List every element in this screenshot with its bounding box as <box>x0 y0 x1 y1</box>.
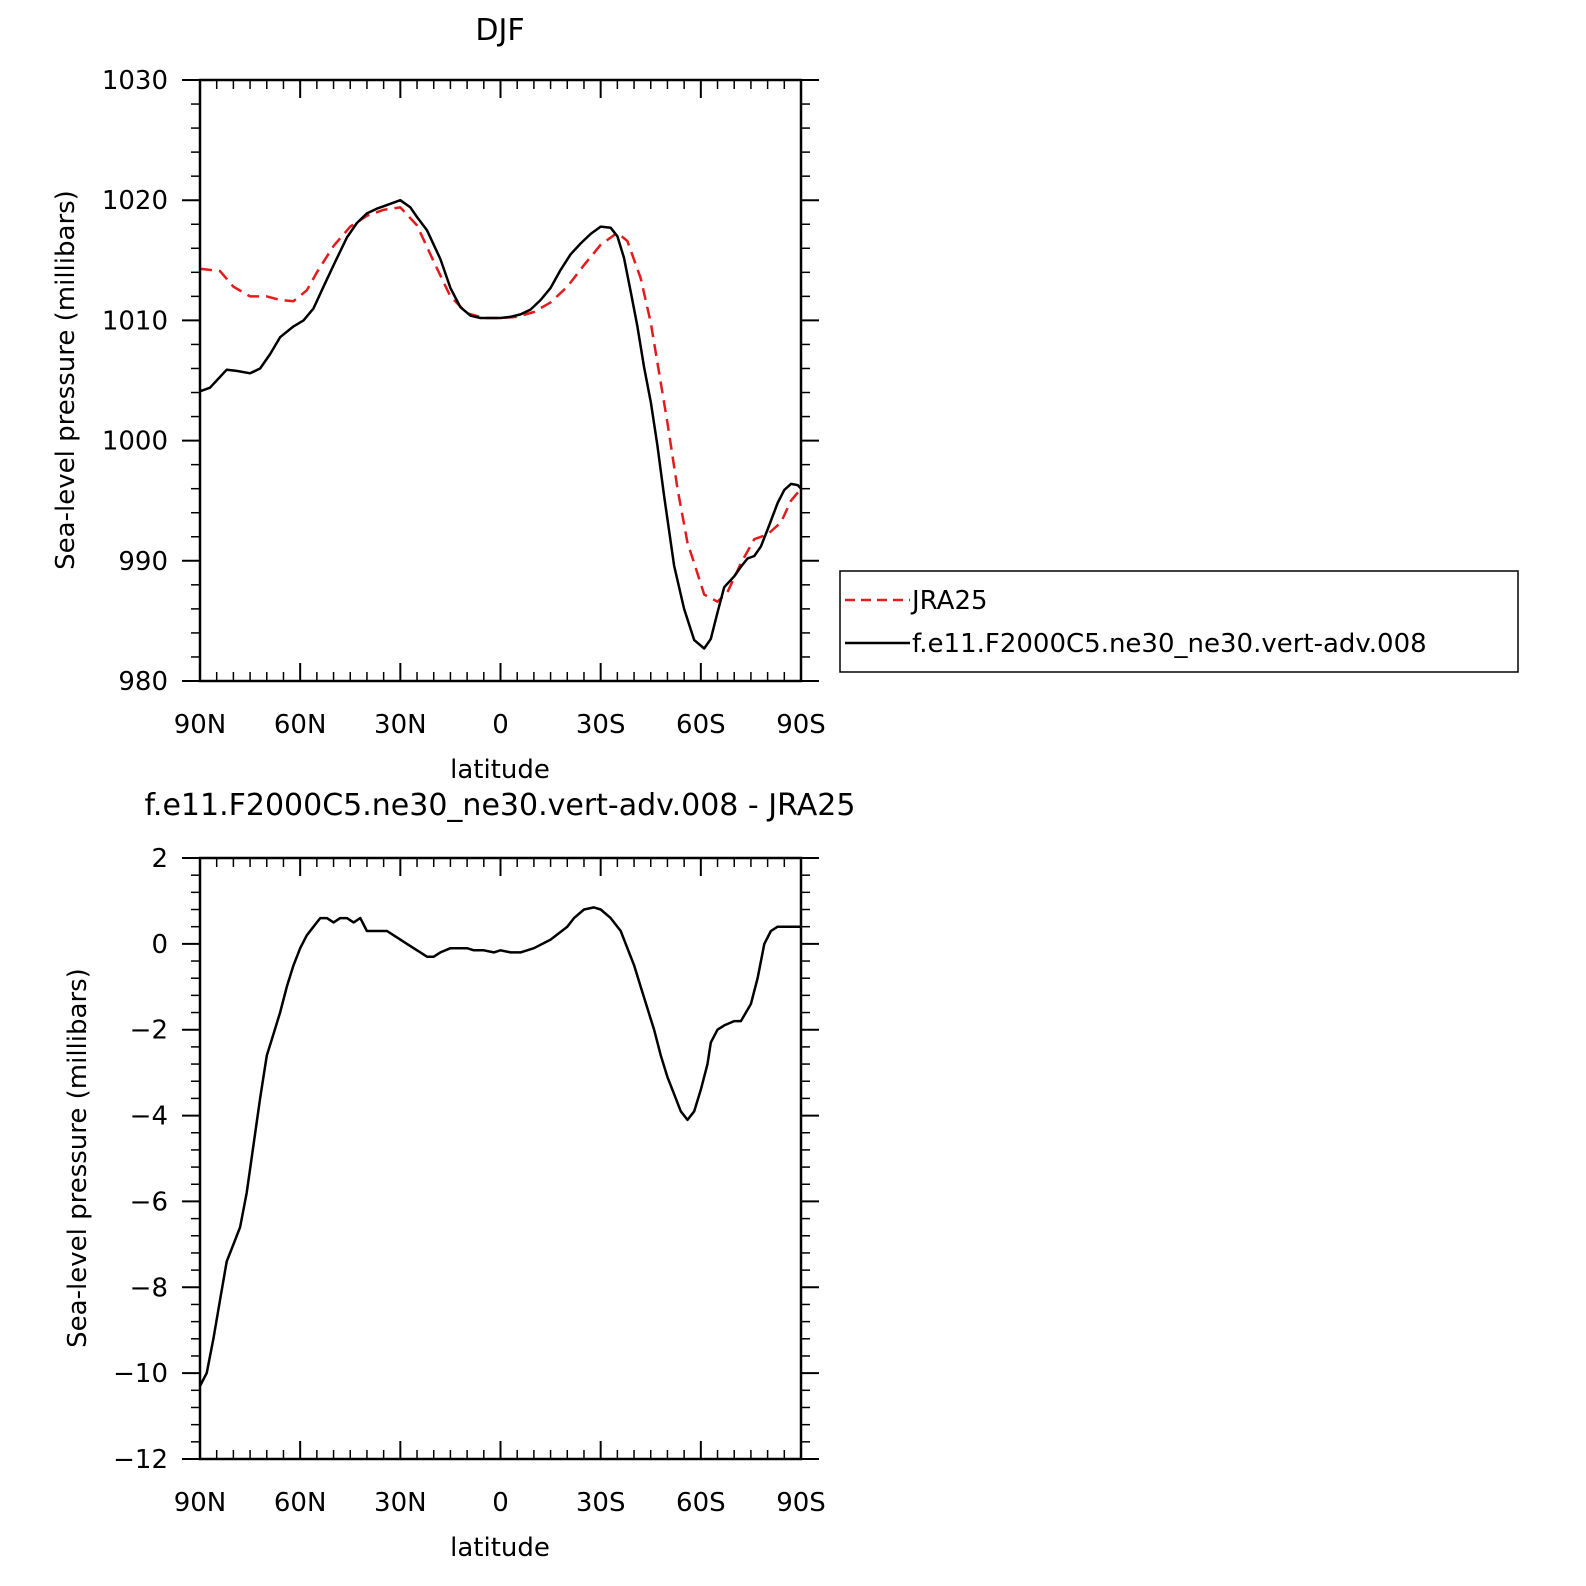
x-tick-label: 60S <box>676 1488 726 1518</box>
y-tick-label: 2 <box>151 844 168 874</box>
x-tick-label: 90N <box>174 1488 227 1518</box>
x-tick-label: 90S <box>776 1488 826 1518</box>
y-tick-label: −4 <box>130 1102 168 1132</box>
y-tick-label: 1000 <box>102 427 168 457</box>
y-tick-label: 1020 <box>102 186 168 216</box>
legend-label-jra25: JRA25 <box>910 586 988 616</box>
y-tick-label: 0 <box>151 930 168 960</box>
y-tick-label: −6 <box>130 1187 168 1217</box>
x-tick-label: 0 <box>492 710 509 740</box>
top-chart-marks <box>199 198 802 650</box>
y-tick-label: 1030 <box>102 66 168 96</box>
x-tick-label: 30S <box>576 710 626 740</box>
legend-label-model: f.e11.F2000C5.ne30_ne30.vert-adv.008 <box>912 629 1427 659</box>
bottom-y-axis-label: Sea-level pressure (millibars) <box>63 968 93 1348</box>
x-tick-label: 0 <box>492 1488 509 1518</box>
y-tick-label: −12 <box>113 1445 168 1475</box>
series-line-0 <box>198 906 801 1387</box>
y-tick-label: 990 <box>118 547 168 577</box>
top-chart-ticks: 90N 60N 30N 0 30S 60S 90S 980 990 1000 1010 1020 103… <box>102 66 826 740</box>
bottom-chart-title: f.e11.F2000C5.ne30_ne30.vert-adv.008 - J… <box>145 788 856 823</box>
x-tick-label: 60N <box>274 710 327 740</box>
y-tick-label: −8 <box>130 1273 168 1303</box>
top-plot-frame <box>198 78 803 683</box>
legend: JRA25 f.e11.F2000C5.ne30_ne30.vert-adv.0… <box>839 570 1519 673</box>
y-tick-label: 1010 <box>102 306 168 336</box>
bottom-chart-marks <box>198 906 801 1387</box>
bottom-plot-frame <box>198 856 803 1461</box>
x-tick-label: 90N <box>174 710 227 740</box>
series-line-0 <box>199 206 802 603</box>
bottom-chart: f.e11.F2000C5.ne30_ne30.vert-adv.008 - J… <box>63 788 855 1563</box>
y-tick-label: −2 <box>130 1016 168 1046</box>
x-tick-label: 90S <box>776 710 826 740</box>
top-chart-title: DJF <box>475 13 524 48</box>
legend-box <box>839 570 1519 673</box>
x-tick-label: 30N <box>374 1488 427 1518</box>
y-tick-label: 980 <box>118 667 168 697</box>
x-tick-label: 30S <box>576 1488 626 1518</box>
top-chart: DJF 90N 60N 30N 0 30S 60S 90S 980 990 1000 1010 102… <box>51 13 826 785</box>
x-tick-label: 60N <box>274 1488 327 1518</box>
top-y-axis-label: Sea-level pressure (millibars) <box>51 190 81 570</box>
bottom-chart-ticks: 90N 60N 30N 0 30S 60S 90S −12 −10 −8 −6 −4 −2 0 2 <box>113 844 826 1518</box>
top-x-axis-label: latitude <box>450 755 550 785</box>
bottom-x-axis-label: latitude <box>450 1533 550 1563</box>
x-tick-label: 60S <box>676 710 726 740</box>
series-line-1 <box>199 198 802 650</box>
x-tick-label: 30N <box>374 710 427 740</box>
y-tick-label: −10 <box>113 1359 168 1389</box>
